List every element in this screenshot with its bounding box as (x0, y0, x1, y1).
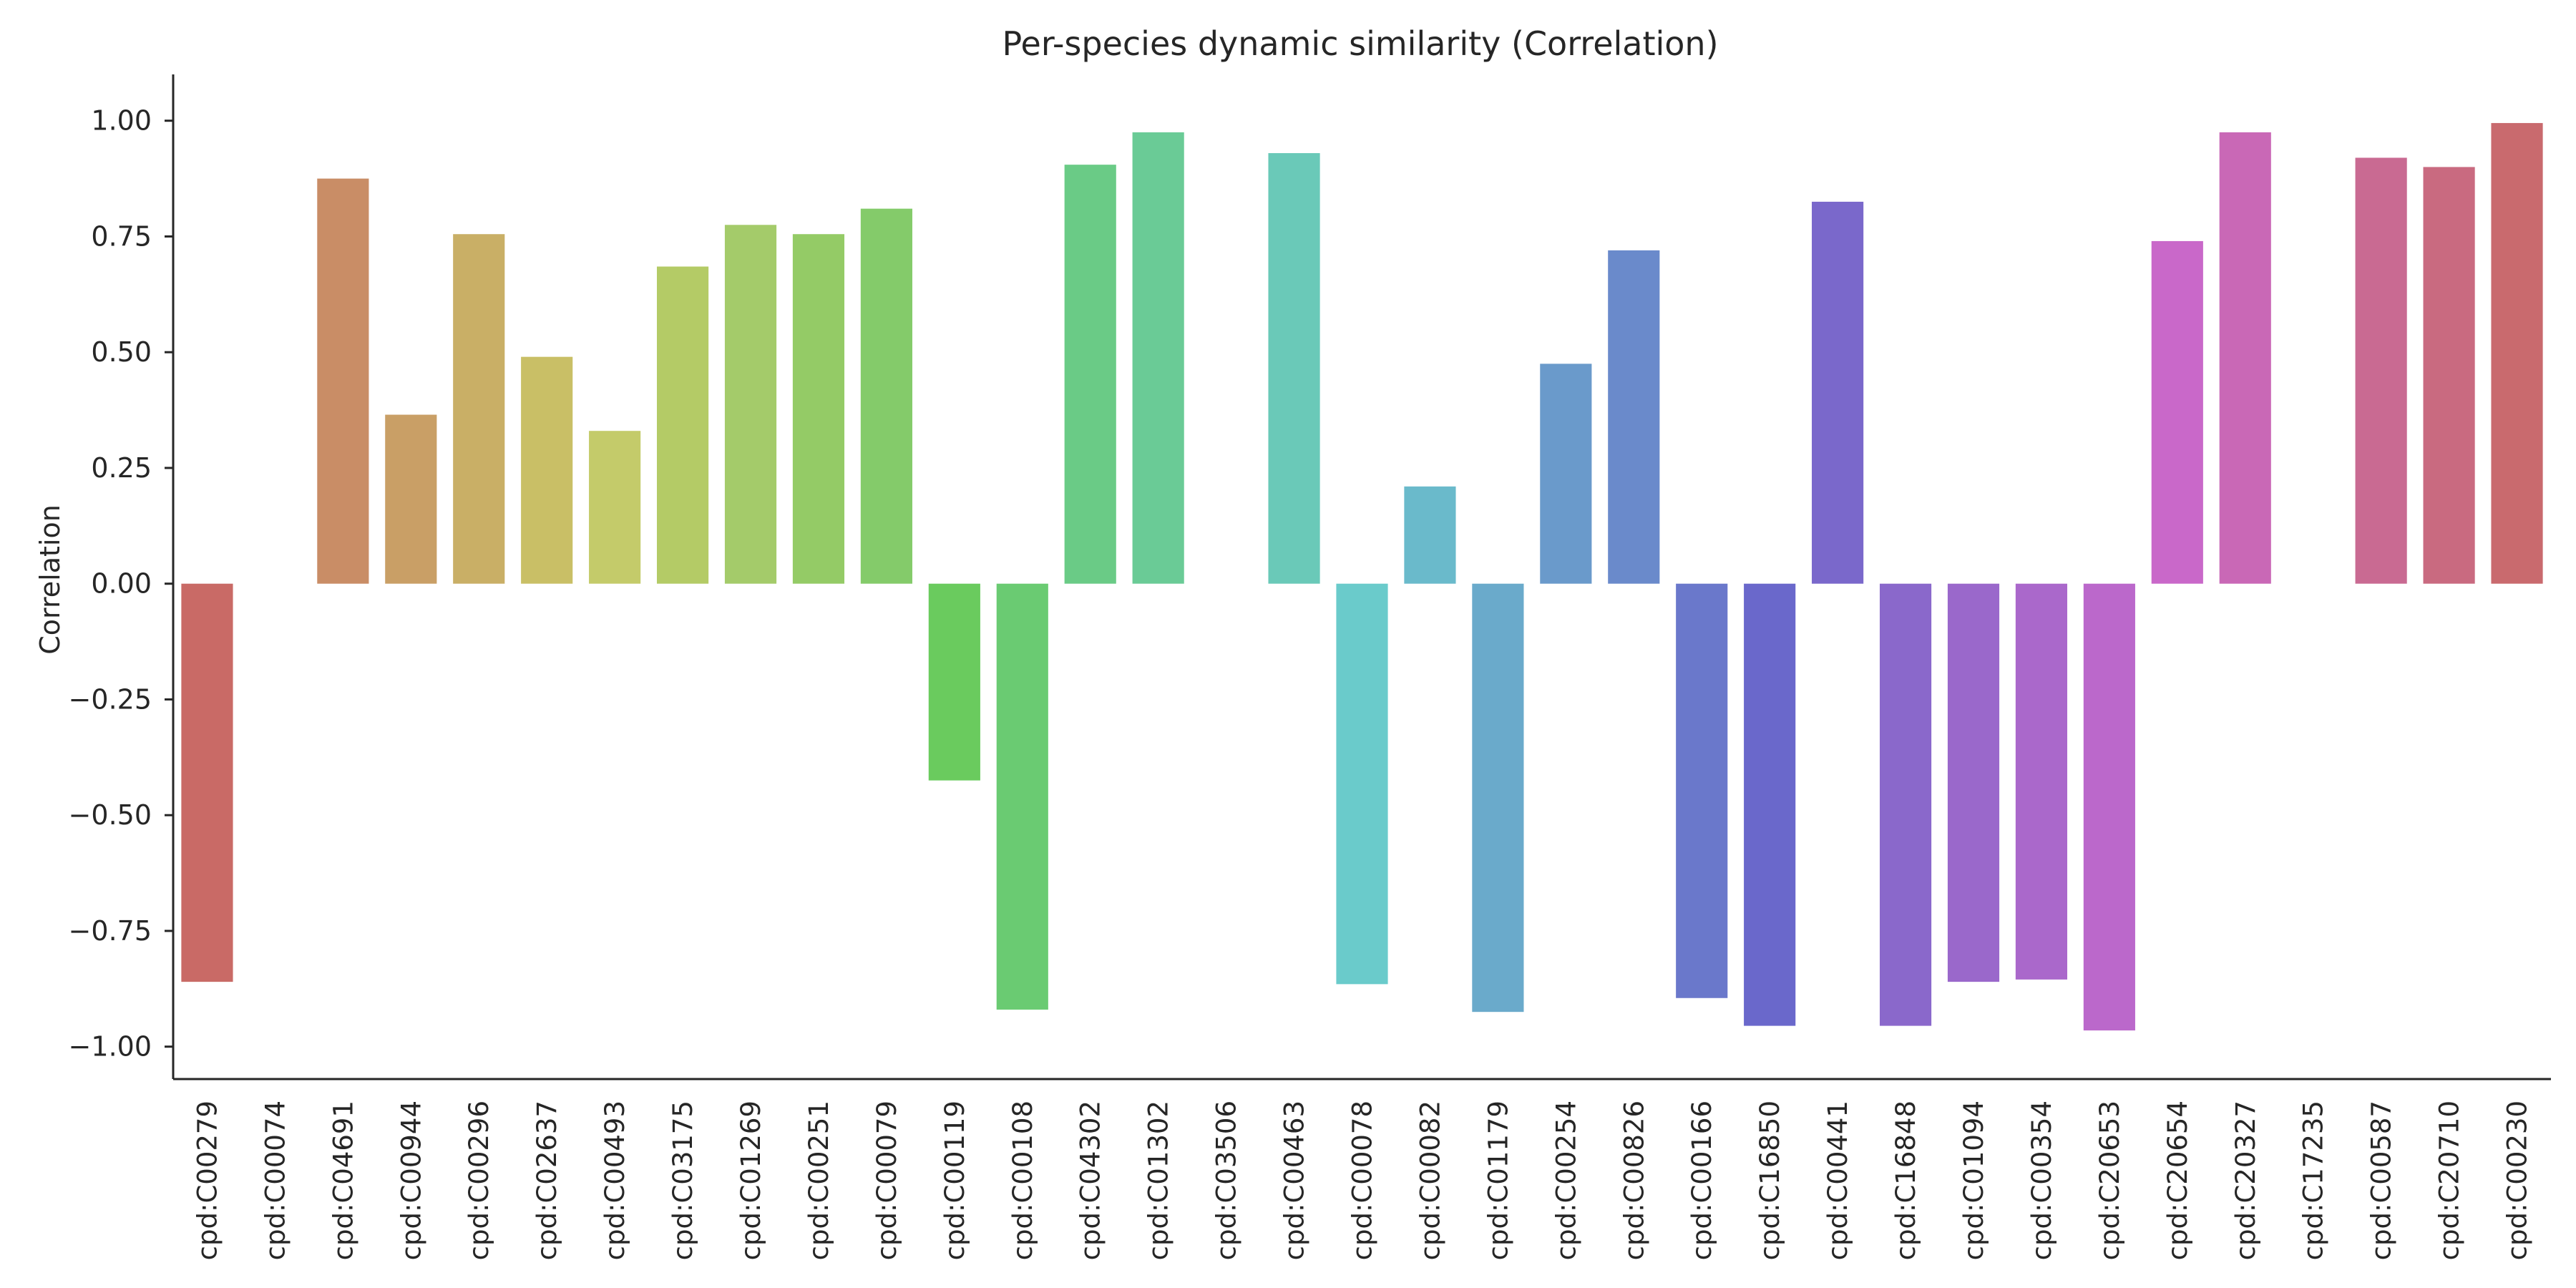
bar-cpd-c00119 (928, 583, 980, 781)
bar-cpd-c00166 (1676, 583, 1728, 998)
x-tick-label: cpd:C04691 (328, 1101, 358, 1260)
x-tick-label: cpd:C17235 (2298, 1101, 2329, 1260)
x-tick-label: cpd:C03175 (668, 1101, 698, 1260)
x-tick-label: cpd:C01179 (1483, 1101, 1513, 1260)
x-tick-label: cpd:C04302 (1075, 1101, 1106, 1260)
x-tick-label: cpd:C00254 (1551, 1101, 1581, 1260)
bar-cpd-c20654 (2151, 240, 2203, 584)
bar-cpd-c00108 (996, 583, 1048, 1010)
bar-cpd-c16848 (1879, 583, 1932, 1026)
bar-cpd-c04691 (317, 178, 369, 584)
bar-cpd-c03175 (656, 266, 709, 584)
x-tick-label: cpd:C00074 (260, 1101, 291, 1260)
chart-title: Per-species dynamic similarity (Correlat… (1002, 24, 1718, 63)
bar-cpd-c02637 (521, 356, 573, 584)
bar-cpd-c00251 (792, 234, 845, 584)
x-axis-tick-labels: cpd:C00279 cpd:C00074 cpd:C04691 cpd:C00944… (192, 1101, 2532, 1260)
x-tick-label: cpd:C01302 (1143, 1101, 1174, 1260)
bar-cpd-c00082 (1404, 486, 1456, 584)
x-tick-label: cpd:C00230 (2502, 1101, 2533, 1260)
bar-cpd-c20710 (2423, 167, 2475, 584)
bar-cpd-c00079 (860, 208, 912, 584)
y-tick-label: 0.25 (91, 452, 152, 484)
x-tick-label: cpd:C00944 (396, 1101, 426, 1260)
bar-cpd-c00254 (1540, 364, 1592, 584)
y-tick-label: −0.75 (69, 915, 152, 947)
bar-cpd-c01179 (1472, 583, 1524, 1013)
bar-cpd-c01094 (1947, 583, 2000, 982)
bar-cpd-c00944 (385, 414, 437, 584)
x-tick-label: cpd:C16850 (1755, 1101, 1785, 1260)
x-tick-label: cpd:C20327 (2230, 1101, 2261, 1260)
bar-cpd-c20327 (2219, 132, 2271, 584)
x-tick-label: cpd:C00296 (464, 1101, 494, 1260)
x-tick-label: cpd:C00166 (1687, 1101, 1717, 1260)
bar-cpd-c04302 (1064, 165, 1116, 584)
y-tick-label: −0.50 (69, 799, 152, 831)
x-tick-label: cpd:C00251 (804, 1101, 834, 1260)
x-tick-label: cpd:C03506 (1211, 1101, 1242, 1260)
x-tick-label: cpd:C20710 (2434, 1101, 2465, 1260)
x-tick-label: cpd:C00587 (2366, 1101, 2397, 1260)
x-tick-label: cpd:C02637 (532, 1101, 562, 1260)
bar-cpd-c00279 (181, 583, 233, 982)
bar-cpd-c00441 (1812, 201, 1864, 584)
x-tick-label: cpd:C00441 (1823, 1101, 1853, 1260)
y-tick-label: −1.00 (69, 1031, 152, 1063)
x-tick-label: cpd:C00108 (1008, 1101, 1038, 1260)
x-tick-label: cpd:C00079 (872, 1101, 902, 1260)
x-tick-label: cpd:C00279 (192, 1101, 223, 1260)
x-tick-label: cpd:C00119 (940, 1101, 970, 1260)
x-tick-label: cpd:C20653 (2094, 1101, 2125, 1260)
x-tick-label: cpd:C00082 (1415, 1101, 1445, 1260)
bar-cpd-c00587 (2355, 157, 2407, 584)
bar-cpd-c16850 (1744, 583, 1796, 1026)
bar-cpd-c00826 (1608, 250, 1660, 584)
x-tick-label: cpd:C01094 (1958, 1101, 1989, 1260)
bar-cpd-c01269 (724, 225, 777, 584)
bar-cpd-c00493 (589, 431, 641, 584)
bar-cpd-c00078 (1336, 583, 1388, 985)
x-tick-label: cpd:C00078 (1347, 1101, 1378, 1260)
y-axis-ticks: 1.00 0.75 0.50 0.25 0.00 −0.25 −0.50 −0.75 −1.00 (69, 105, 173, 1063)
y-tick-label: 1.00 (91, 105, 152, 137)
x-tick-label: cpd:C00354 (2026, 1101, 2057, 1260)
bar-cpd-c00230 (2491, 122, 2543, 584)
y-tick-label: 0.50 (91, 336, 152, 368)
bar-cpd-c01302 (1132, 132, 1184, 584)
bar-cpd-c00354 (2015, 583, 2068, 980)
bar-cpd-c20653 (2083, 583, 2135, 1031)
bar-cpd-c00463 (1268, 152, 1320, 584)
y-axis-label: Correlation (34, 504, 66, 655)
y-tick-label: 0.75 (91, 220, 152, 252)
bars-group (181, 122, 2543, 1031)
x-tick-label: cpd:C20654 (2162, 1101, 2193, 1260)
x-tick-label: cpd:C01269 (736, 1101, 766, 1260)
bar-cpd-c00296 (453, 234, 505, 584)
y-tick-label: −0.25 (69, 683, 152, 715)
x-tick-label: cpd:C16848 (1890, 1101, 1921, 1260)
x-tick-label: cpd:C00463 (1279, 1101, 1310, 1260)
x-tick-label: cpd:C00826 (1619, 1101, 1649, 1260)
x-tick-label: cpd:C00493 (600, 1101, 630, 1260)
y-tick-label: 0.00 (91, 568, 152, 600)
